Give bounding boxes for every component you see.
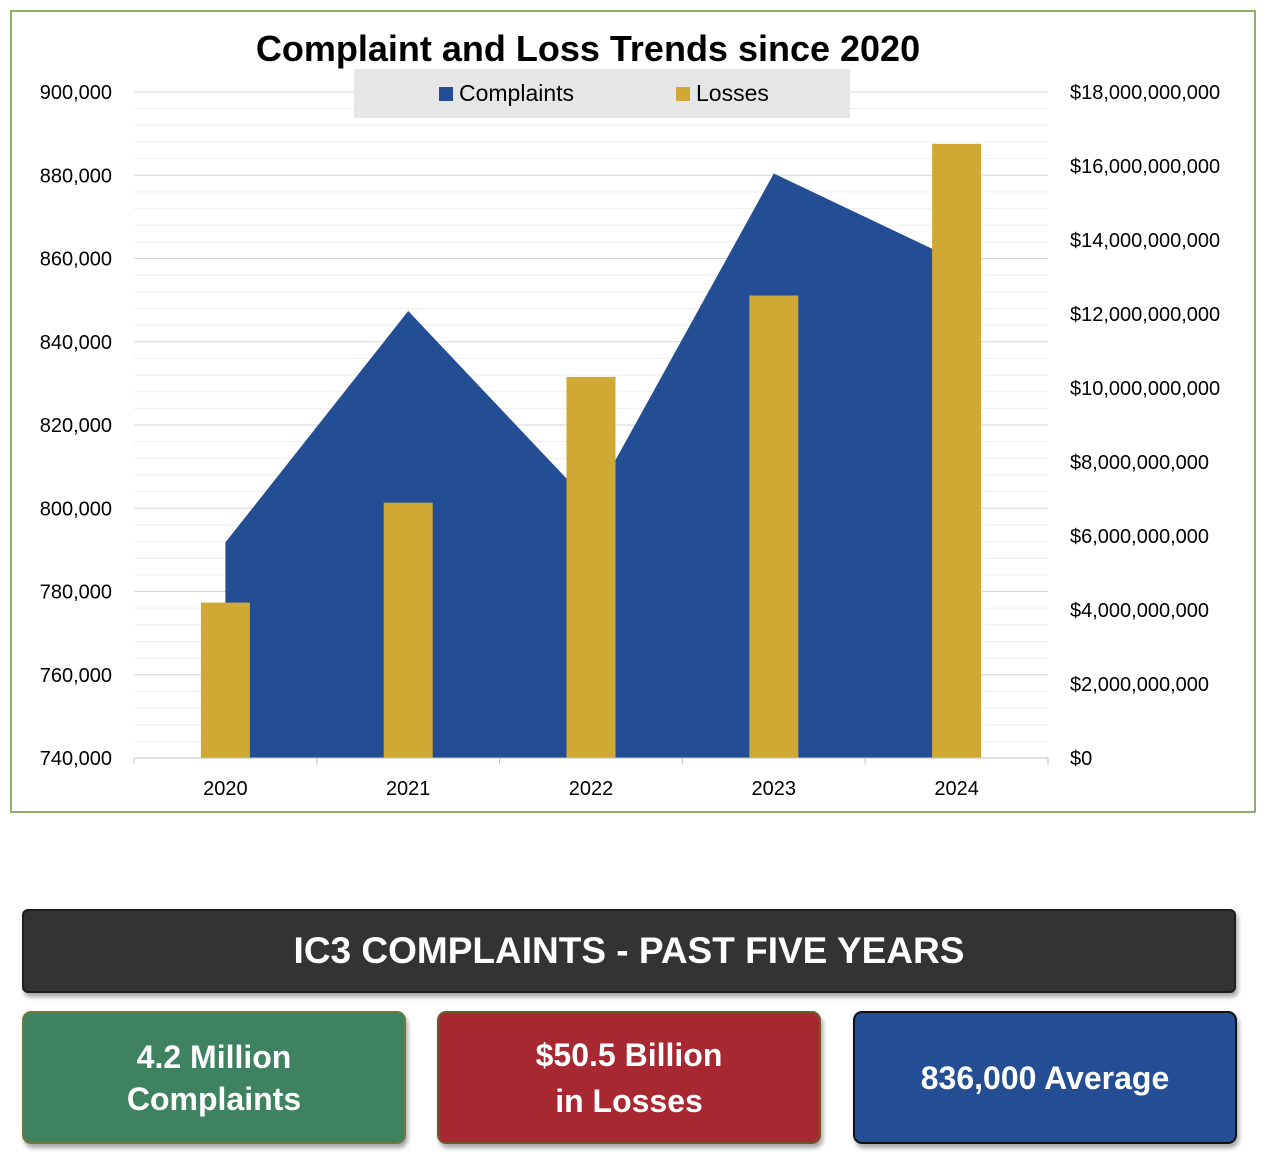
right-y-tick-label: $16,000,000,000 xyxy=(1070,156,1220,178)
complaint-loss-chart: 2020 2021 2022 2023 2024 740,000 760,000 780,00… xyxy=(40,28,1220,800)
right-y-tick-label: $14,000,000,000 xyxy=(1070,230,1220,252)
left-y-tick-label: 880,000 xyxy=(40,165,112,187)
x-tick-label: 2023 xyxy=(752,778,797,800)
summary-banner-title: IC3 COMPLAINTS - PAST FIVE YEARS xyxy=(293,930,965,971)
losses-bar-2021 xyxy=(383,502,433,758)
legend-swatch xyxy=(439,87,453,101)
total-complaints-value: 4.2 Million xyxy=(136,1038,292,1075)
left-y-tick-label: 760,000 xyxy=(40,665,112,687)
right-y-tick-label: $8,000,000,000 xyxy=(1070,452,1209,474)
chart-frame: 2020 2021 2022 2023 2024 740,000 760,000 780,00… xyxy=(10,10,1256,813)
x-tick-label: 2021 xyxy=(386,778,431,800)
total-losses-label: in Losses xyxy=(555,1082,703,1119)
right-y-tick-label: $18,000,000,000 xyxy=(1070,82,1220,104)
left-y-tick-label: 800,000 xyxy=(40,498,112,520)
losses-bar-2024 xyxy=(932,143,982,759)
legend-box xyxy=(354,69,850,118)
right-y-tick-label: $12,000,000,000 xyxy=(1070,304,1220,326)
legend-swatch xyxy=(676,87,690,101)
total-losses-card: $50.5 Billion in Losses xyxy=(437,1011,821,1144)
total-losses-value: $50.5 Billion xyxy=(535,1036,723,1073)
losses-bar-2020 xyxy=(200,602,250,758)
left-y-tick-label: 900,000 xyxy=(40,82,112,104)
total-complaints-label: Complaints xyxy=(126,1080,302,1117)
losses-bar-2023 xyxy=(749,295,799,758)
left-y-tick-label: 860,000 xyxy=(40,249,112,271)
legend-label: Losses xyxy=(696,80,769,106)
average-complaints-card: 836,000 Average xyxy=(853,1011,1237,1144)
x-tick-label: 2024 xyxy=(934,778,979,800)
summary-banner: IC3 COMPLAINTS - PAST FIVE YEARS xyxy=(22,909,1236,993)
right-y-tick-label: $6,000,000,000 xyxy=(1070,526,1209,548)
x-tick-label: 2020 xyxy=(203,778,248,800)
right-y-tick-label: $2,000,000,000 xyxy=(1070,674,1209,696)
total-complaints-card: 4.2 Million Complaints xyxy=(22,1011,406,1144)
left-y-tick-label: 780,000 xyxy=(40,582,112,604)
average-complaints-value: 836,000 Average xyxy=(920,1059,1170,1096)
legend-label: Complaints xyxy=(459,80,574,106)
left-y-tick-label: 840,000 xyxy=(40,332,112,354)
x-tick-label: 2022 xyxy=(569,778,614,800)
right-y-tick-label: $0 xyxy=(1070,748,1092,770)
left-y-tick-label: 820,000 xyxy=(40,415,112,437)
right-y-tick-label: $4,000,000,000 xyxy=(1070,600,1209,622)
losses-bar-2022 xyxy=(566,376,616,758)
chart-title: Complaint and Loss Trends since 2020 xyxy=(256,28,920,69)
left-y-tick-label: 740,000 xyxy=(40,748,112,770)
right-y-tick-label: $10,000,000,000 xyxy=(1070,378,1220,400)
